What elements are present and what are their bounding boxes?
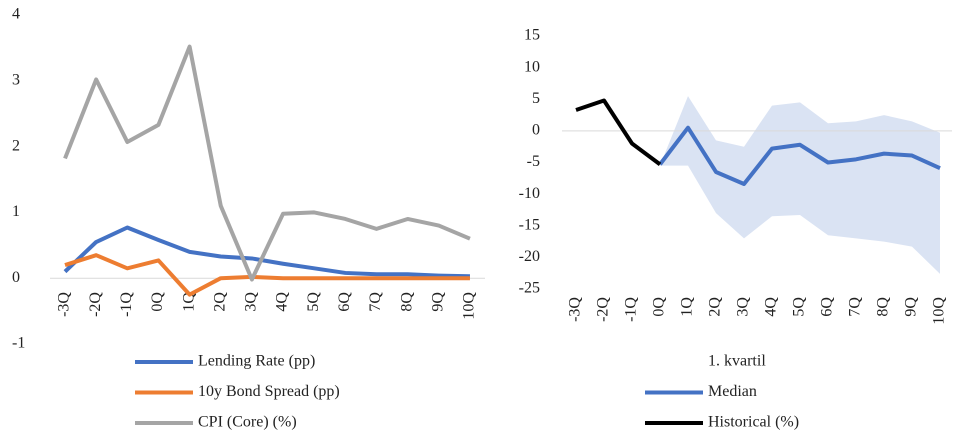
y-tick-label: -20 [519,248,540,265]
x-tick-label: 8Q [398,292,415,312]
y-tick-label: -15 [519,216,540,233]
legend-label: CPI (Core) (%) [198,414,297,431]
x-tick-label: 10Q [931,297,948,325]
x-tick-label: -1Q [118,292,135,317]
x-tick-label: 3Q [243,292,260,312]
x-tick-label: 1Q [679,297,696,317]
y-tick-label: 1 [12,203,20,220]
y-tick-label: -5 [527,153,540,170]
band [660,96,940,274]
x-tick-label: -3Q [56,292,73,317]
line [575,98,662,167]
y-tick-label: 0 [12,269,20,286]
x-tick-label: 7Q [847,297,864,317]
x-tick-label: 0Q [651,297,668,317]
x-tick-label: 5Q [791,297,808,317]
x-tick-label: 5Q [305,292,322,312]
y-tick-label: 15 [524,27,540,44]
legend-label: Historical (%) [708,414,799,431]
x-tick-label: 1Q [180,292,197,312]
x-tick-label: 3Q [735,297,752,317]
legend-label: 10y Bond Spread (pp) [198,383,340,400]
y-tick-label: 3 [12,71,20,88]
x-tick-label: -3Q [567,297,584,322]
y-tick-label: -10 [519,185,540,202]
y-tick-label: 2 [12,137,20,154]
line [64,253,470,297]
x-tick-label: 4Q [274,292,291,312]
line [658,125,941,187]
x-tick-label: 9Q [429,292,446,312]
x-tick-label: 8Q [875,297,892,317]
line [63,225,470,279]
x-tick-label: 9Q [903,297,920,317]
legend-label: Median [708,383,757,400]
x-tick-label: 10Q [461,292,478,320]
x-tick-label: 4Q [763,297,780,317]
y-tick-label: 4 [12,6,20,23]
x-tick-label: -1Q [623,297,640,322]
x-tick-label: 2Q [707,297,724,317]
legend-label: 1. kvartil [708,353,766,370]
x-tick-label: 6Q [819,297,836,317]
x-tick-label: 0Q [149,292,166,312]
legend-label: Lending Rate (pp) [198,353,315,370]
x-tick-label: 7Q [367,292,384,312]
x-tick-label: -2Q [595,297,612,322]
y-tick-label: -25 [519,280,540,297]
x-tick-label: -2Q [87,292,104,317]
y-tick-label: -1 [12,335,25,352]
y-tick-label: 5 [532,90,540,107]
line [63,44,471,282]
y-tick-label: 10 [524,58,540,75]
y-tick-label: 0 [532,122,540,139]
x-tick-label: 6Q [336,292,353,312]
x-tick-label: 2Q [211,292,228,312]
